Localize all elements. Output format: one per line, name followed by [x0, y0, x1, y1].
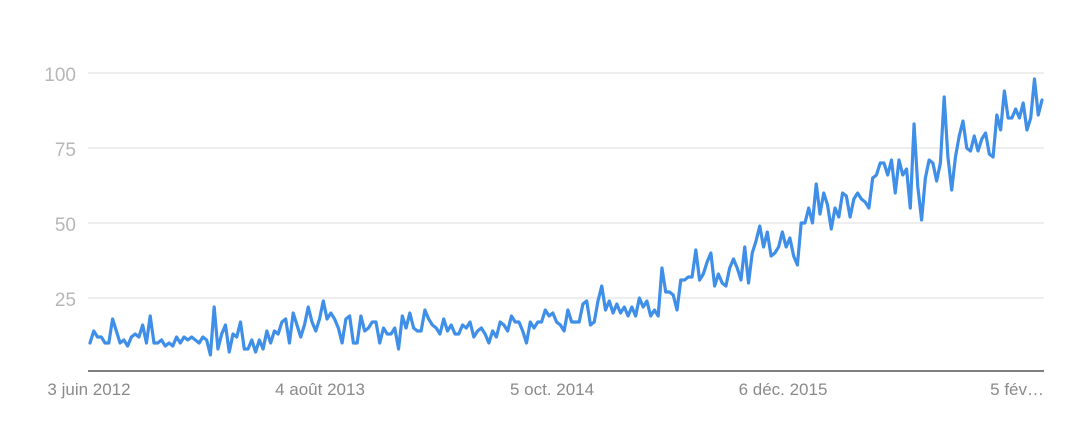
y-axis-tick-labels: 100 75 50 25 [44, 65, 76, 311]
x-axis-tick-labels: 3 juin 2012 4 août 2013 5 oct. 2014 6 dé… [47, 380, 1044, 399]
x-tick-label-2: 4 août 2013 [275, 380, 365, 399]
x-tick-label-1: 3 juin 2012 [47, 380, 130, 399]
y-tick-label-50: 50 [55, 215, 76, 236]
series-line [88, 77, 1044, 357]
series-group [88, 77, 1044, 357]
y-tick-label-25: 25 [55, 290, 76, 311]
y-tick-label-75: 75 [55, 140, 76, 161]
x-tick-label-5: 5 fév… [990, 380, 1044, 399]
gridlines [88, 72, 1044, 299]
y-tick-label-100: 100 [44, 65, 76, 86]
x-tick-label-3: 5 oct. 2014 [510, 380, 594, 399]
x-tick-label-4: 6 déc. 2015 [739, 380, 828, 399]
